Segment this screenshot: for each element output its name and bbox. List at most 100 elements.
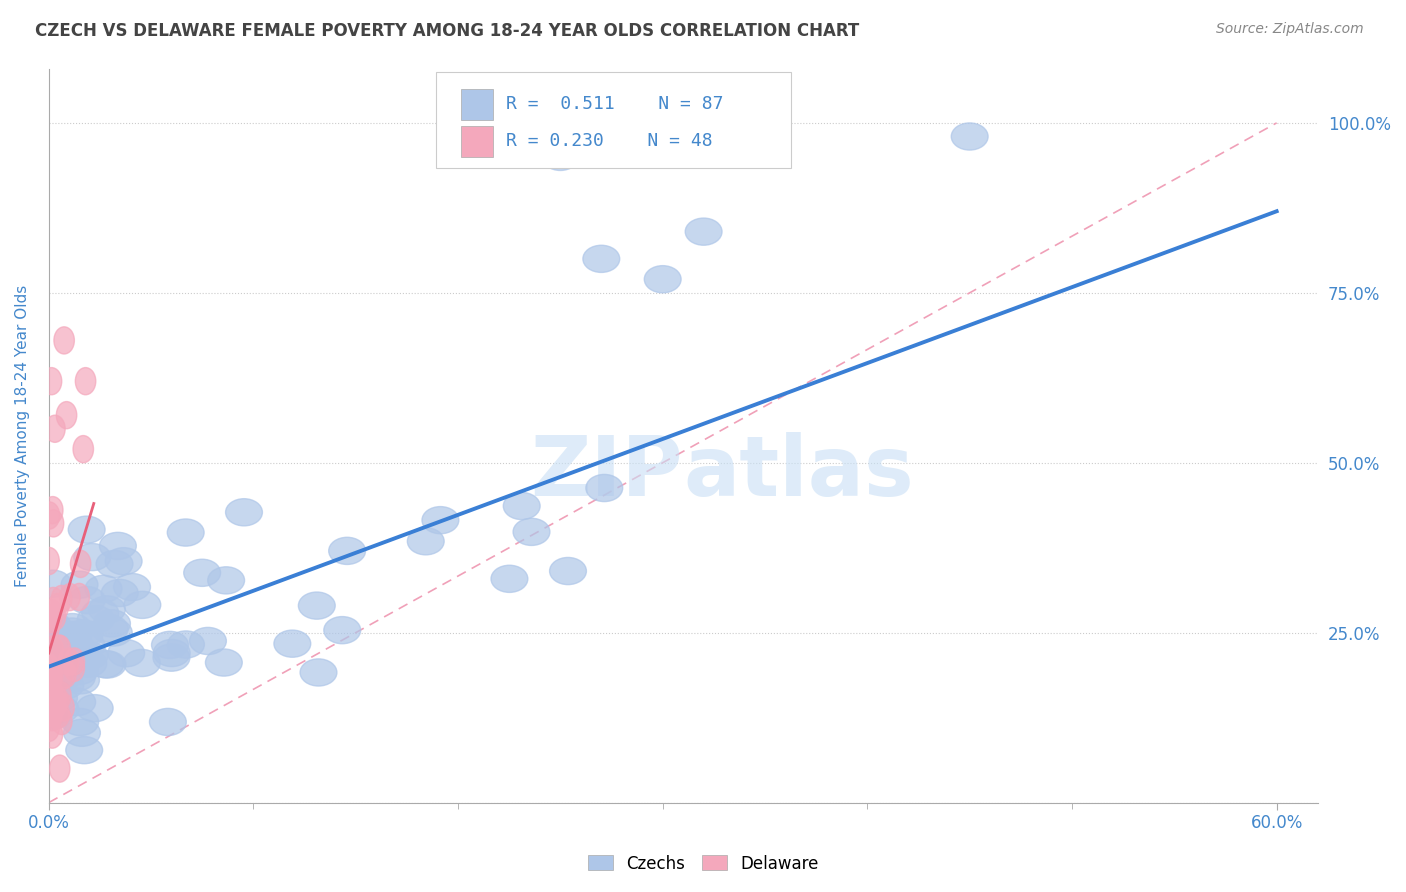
- Ellipse shape: [63, 666, 100, 694]
- Ellipse shape: [73, 435, 94, 463]
- Ellipse shape: [42, 704, 62, 731]
- Ellipse shape: [38, 653, 75, 681]
- Ellipse shape: [105, 548, 142, 574]
- Ellipse shape: [65, 648, 84, 675]
- Ellipse shape: [190, 627, 226, 655]
- Ellipse shape: [39, 548, 59, 574]
- Ellipse shape: [225, 499, 263, 526]
- Ellipse shape: [46, 685, 66, 712]
- Ellipse shape: [44, 648, 80, 676]
- Ellipse shape: [53, 326, 75, 354]
- Ellipse shape: [41, 663, 62, 690]
- Ellipse shape: [48, 657, 84, 684]
- Ellipse shape: [87, 650, 124, 678]
- Ellipse shape: [408, 528, 444, 555]
- Ellipse shape: [48, 687, 69, 714]
- Ellipse shape: [39, 672, 60, 698]
- Ellipse shape: [329, 537, 366, 565]
- FancyBboxPatch shape: [461, 126, 494, 157]
- Ellipse shape: [56, 401, 77, 429]
- Ellipse shape: [70, 550, 91, 577]
- Ellipse shape: [96, 619, 132, 646]
- Ellipse shape: [184, 559, 221, 586]
- Ellipse shape: [63, 719, 100, 747]
- Ellipse shape: [77, 606, 114, 633]
- Ellipse shape: [45, 603, 66, 631]
- Ellipse shape: [75, 543, 111, 571]
- Ellipse shape: [65, 655, 84, 681]
- Ellipse shape: [42, 696, 79, 723]
- Ellipse shape: [101, 580, 138, 607]
- Ellipse shape: [51, 635, 70, 663]
- Ellipse shape: [70, 650, 107, 677]
- Ellipse shape: [41, 684, 77, 712]
- Ellipse shape: [513, 518, 550, 545]
- Ellipse shape: [299, 659, 337, 686]
- Ellipse shape: [66, 622, 103, 649]
- Text: R = 0.230    N = 48: R = 0.230 N = 48: [506, 132, 713, 150]
- Ellipse shape: [34, 612, 70, 639]
- Ellipse shape: [51, 585, 72, 613]
- Ellipse shape: [208, 566, 245, 594]
- Text: CZECH VS DELAWARE FEMALE POVERTY AMONG 18-24 YEAR OLDS CORRELATION CHART: CZECH VS DELAWARE FEMALE POVERTY AMONG 1…: [35, 22, 859, 40]
- Ellipse shape: [51, 682, 72, 709]
- Ellipse shape: [42, 663, 63, 690]
- Ellipse shape: [59, 583, 80, 611]
- Ellipse shape: [100, 533, 136, 559]
- Ellipse shape: [58, 641, 94, 669]
- Ellipse shape: [52, 707, 72, 735]
- Ellipse shape: [69, 516, 105, 543]
- Ellipse shape: [108, 640, 145, 667]
- Ellipse shape: [41, 599, 62, 627]
- Ellipse shape: [586, 475, 623, 501]
- Ellipse shape: [89, 596, 125, 623]
- Text: ZIP: ZIP: [530, 432, 683, 513]
- Ellipse shape: [42, 721, 63, 748]
- Ellipse shape: [66, 737, 103, 764]
- Ellipse shape: [44, 587, 63, 615]
- Ellipse shape: [274, 630, 311, 657]
- Ellipse shape: [583, 245, 620, 272]
- Ellipse shape: [42, 700, 62, 727]
- Ellipse shape: [31, 616, 69, 643]
- Ellipse shape: [44, 684, 63, 712]
- Ellipse shape: [49, 634, 86, 662]
- Ellipse shape: [34, 681, 70, 707]
- Ellipse shape: [69, 583, 90, 610]
- Ellipse shape: [42, 665, 80, 692]
- FancyBboxPatch shape: [461, 89, 494, 120]
- Ellipse shape: [59, 648, 79, 675]
- Ellipse shape: [69, 632, 105, 659]
- Ellipse shape: [48, 593, 69, 621]
- Ellipse shape: [39, 661, 59, 688]
- Ellipse shape: [34, 702, 70, 729]
- Ellipse shape: [82, 599, 118, 626]
- Ellipse shape: [38, 615, 59, 642]
- Ellipse shape: [56, 661, 76, 688]
- Ellipse shape: [89, 651, 127, 678]
- Ellipse shape: [167, 631, 204, 658]
- Ellipse shape: [323, 616, 361, 644]
- Ellipse shape: [952, 123, 988, 150]
- Ellipse shape: [149, 708, 187, 736]
- Ellipse shape: [503, 492, 540, 520]
- Ellipse shape: [62, 657, 98, 684]
- Ellipse shape: [152, 632, 188, 658]
- Ellipse shape: [114, 574, 150, 600]
- Ellipse shape: [491, 566, 527, 592]
- Ellipse shape: [49, 635, 69, 662]
- Ellipse shape: [205, 649, 242, 676]
- Ellipse shape: [53, 694, 75, 721]
- Ellipse shape: [153, 644, 190, 672]
- Ellipse shape: [49, 700, 69, 728]
- Ellipse shape: [298, 592, 335, 619]
- Ellipse shape: [31, 610, 67, 638]
- Ellipse shape: [42, 606, 62, 632]
- Ellipse shape: [45, 692, 65, 720]
- Legend: Czechs, Delaware: Czechs, Delaware: [581, 848, 825, 880]
- Ellipse shape: [685, 218, 723, 245]
- Ellipse shape: [35, 624, 72, 652]
- Ellipse shape: [422, 507, 458, 533]
- Ellipse shape: [91, 615, 128, 642]
- Ellipse shape: [44, 636, 63, 663]
